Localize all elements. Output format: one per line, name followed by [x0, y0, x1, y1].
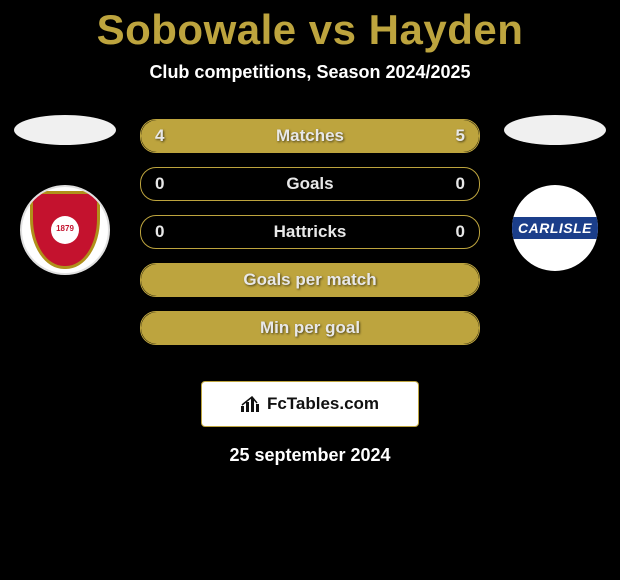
right-club-badge: CARLISLE [512, 185, 598, 271]
stat-label: Hattricks [274, 222, 347, 242]
stat-left-value: 0 [155, 174, 164, 194]
stat-pill-list: 4 5 Matches 0 0 Goals 0 0 Hattricks Goals per mat… [140, 119, 480, 345]
stat-pill: Min per goal [140, 311, 480, 345]
left-player-column [10, 115, 120, 275]
right-player-chip [504, 115, 606, 145]
stat-pill: 4 5 Matches [140, 119, 480, 153]
left-player-chip [14, 115, 116, 145]
page-subtitle: Club competitions, Season 2024/2025 [0, 62, 620, 83]
stat-label: Min per goal [260, 318, 360, 338]
stat-pill: 0 0 Goals [140, 167, 480, 201]
date-line: 25 september 2024 [0, 445, 620, 466]
stat-right-value: 5 [456, 126, 465, 146]
left-club-badge [20, 185, 110, 275]
stat-pill: Goals per match [140, 263, 480, 297]
carlisle-wordmark-icon: CARLISLE [512, 217, 598, 239]
stat-pill: 0 0 Hattricks [140, 215, 480, 249]
stat-label: Goals [286, 174, 333, 194]
stat-right-value: 0 [456, 222, 465, 242]
bar-chart-icon [241, 396, 261, 412]
stat-left-value: 0 [155, 222, 164, 242]
brand-text: FcTables.com [267, 394, 379, 414]
stat-label: Goals per match [243, 270, 376, 290]
brand-box[interactable]: FcTables.com [201, 381, 419, 427]
stat-label: Matches [276, 126, 344, 146]
page-title: Sobowale vs Hayden [0, 6, 620, 54]
comparison-infographic: Sobowale vs Hayden Club competitions, Se… [0, 6, 620, 580]
swindon-crest-icon [30, 191, 100, 269]
right-player-column: CARLISLE [500, 115, 610, 271]
stat-left-value: 4 [155, 126, 164, 146]
stat-right-value: 0 [456, 174, 465, 194]
